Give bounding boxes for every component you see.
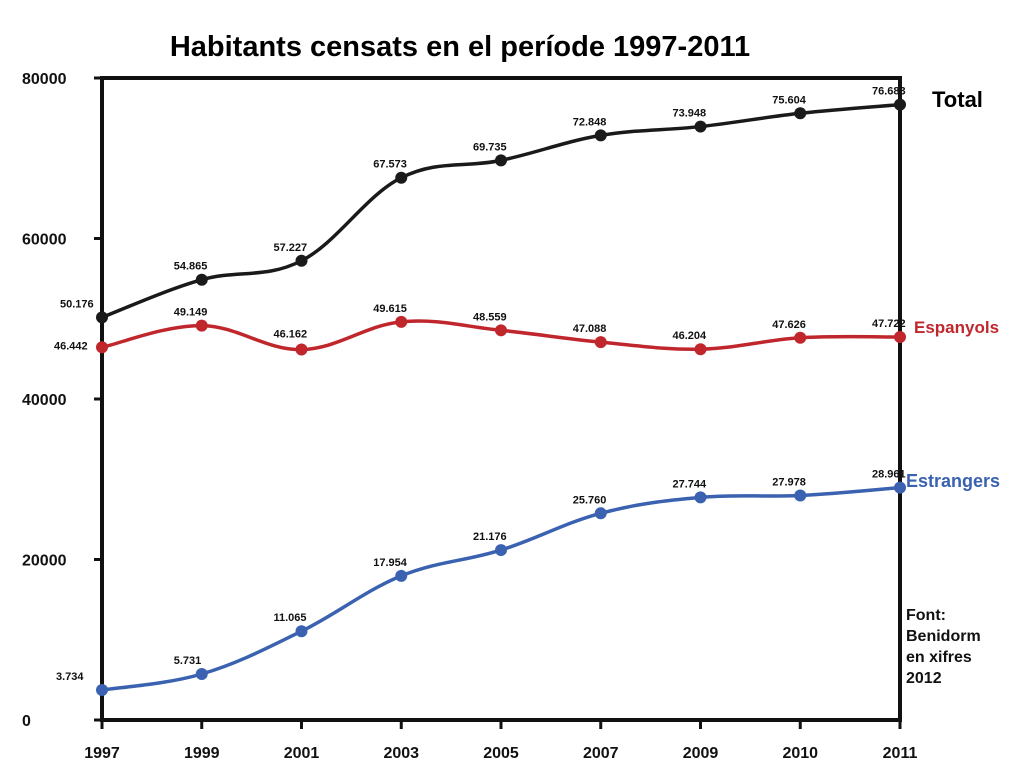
data-label-total: 54.865 — [174, 261, 208, 273]
data-point-estrangers — [295, 625, 308, 638]
data-label-total: 73.948 — [673, 108, 707, 120]
data-label-espanyols: 47.722 — [872, 318, 906, 330]
y-axis-ticks: 0 20000 40000 60000 80000 — [22, 71, 102, 730]
data-label-espanyols: 49.615 — [373, 303, 407, 315]
data-label-total: 76.683 — [872, 86, 906, 98]
data-label-total: 57.227 — [274, 242, 308, 254]
data-point-total — [894, 98, 906, 111]
data-point-espanyols — [694, 343, 707, 356]
data-label-total: 50.176 — [60, 298, 94, 310]
data-point-estrangers — [195, 668, 208, 681]
data-label-estrangers: 3.734 — [56, 671, 84, 683]
data-point-estrangers — [96, 684, 108, 697]
data-point-estrangers — [594, 507, 607, 520]
x-axis-ticks: 1997 1999 2001 2003 2005 2007 2009 2010 2011 — [84, 720, 917, 762]
data-point-estrangers — [694, 491, 707, 504]
chart-title: Habitants censats en el període 1997-201… — [170, 31, 750, 63]
data-label-total: 67.573 — [373, 159, 407, 171]
series-estrangers: 3.734 5.731 11.065 17.954 21.176 25.760 27.744… — [56, 469, 1000, 697]
data-label-total: 72.848 — [573, 116, 607, 128]
data-label-total: 75.604 — [772, 94, 807, 106]
data-point-estrangers — [794, 489, 807, 502]
data-point-espanyols — [195, 319, 208, 332]
data-point-total — [195, 273, 208, 286]
y-tick-label: 0 — [22, 713, 31, 730]
series-name-estrangers: Estrangers — [906, 471, 1000, 491]
data-point-espanyols — [395, 315, 408, 328]
data-point-espanyols — [495, 324, 507, 337]
series-layer: 50.176 54.865 57.227 67.573 69.735 72.848 73.9… — [54, 86, 1000, 697]
data-point-estrangers — [395, 569, 408, 582]
data-point-estrangers — [894, 481, 906, 494]
data-point-total — [395, 171, 408, 184]
data-label-espanyols: 47.088 — [573, 323, 607, 335]
data-label-estrangers: 28.961 — [872, 469, 906, 481]
data-label-total: 69.735 — [473, 141, 507, 153]
x-tick-label: 2011 — [883, 745, 918, 762]
source-note-line: Benidorm — [906, 628, 981, 645]
series-line-total — [101, 102, 901, 319]
data-label-espanyols: 48.559 — [473, 311, 507, 323]
data-label-espanyols: 49.149 — [174, 307, 208, 319]
data-label-espanyols: 47.626 — [772, 319, 806, 331]
x-tick-label: 2003 — [383, 745, 419, 762]
x-tick-label: 2009 — [683, 745, 719, 762]
series-line-estrangers — [101, 485, 901, 692]
x-tick-label: 2005 — [483, 745, 519, 762]
data-label-estrangers: 11.065 — [274, 612, 307, 624]
data-point-estrangers — [495, 544, 507, 557]
x-tick-label: 1999 — [184, 745, 220, 762]
data-label-estrangers: 27.744 — [673, 478, 708, 490]
y-tick-label: 80000 — [22, 71, 67, 88]
x-tick-label: 2010 — [782, 745, 818, 762]
axes — [100, 76, 902, 722]
data-point-espanyols — [96, 341, 108, 354]
source-note: Font: Benidorm en xifres 2012 — [906, 607, 981, 687]
series-espanyols: 46.442 49.149 46.162 49.615 48.559 47.088 46.2… — [54, 303, 999, 356]
x-tick-label: 2007 — [583, 745, 619, 762]
y-tick-label: 40000 — [22, 392, 67, 409]
data-label-estrangers: 5.731 — [174, 655, 202, 667]
source-note-line: Font: — [906, 607, 946, 624]
data-point-total — [495, 154, 507, 167]
x-tick-label: 2001 — [284, 745, 320, 762]
data-point-espanyols — [594, 336, 607, 349]
data-label-espanyols: 46.442 — [54, 340, 88, 352]
data-point-total — [594, 129, 607, 142]
series-total: 50.176 54.865 57.227 67.573 69.735 72.848 73.9… — [60, 86, 983, 324]
series-name-espanyols: Espanyols — [914, 318, 999, 337]
data-point-total — [794, 107, 807, 120]
source-note-line: 2012 — [906, 670, 942, 687]
data-point-espanyols — [894, 331, 906, 344]
source-note-line: en xifres — [906, 649, 972, 666]
y-tick-label: 60000 — [22, 232, 67, 249]
data-point-total — [694, 120, 707, 133]
data-label-estrangers: 25.760 — [573, 494, 607, 506]
y-tick-label: 20000 — [22, 553, 67, 570]
data-label-estrangers: 27.978 — [772, 476, 806, 488]
data-point-espanyols — [794, 331, 807, 344]
data-label-estrangers: 17.954 — [373, 557, 408, 569]
x-tick-label: 1997 — [84, 745, 120, 762]
data-point-total — [295, 254, 308, 267]
data-point-total — [96, 311, 108, 324]
series-name-total: Total — [932, 87, 983, 112]
data-label-espanyols: 46.204 — [673, 330, 708, 342]
data-label-estrangers: 21.176 — [473, 531, 507, 543]
data-point-espanyols — [295, 343, 308, 356]
data-label-espanyols: 46.162 — [274, 329, 308, 341]
